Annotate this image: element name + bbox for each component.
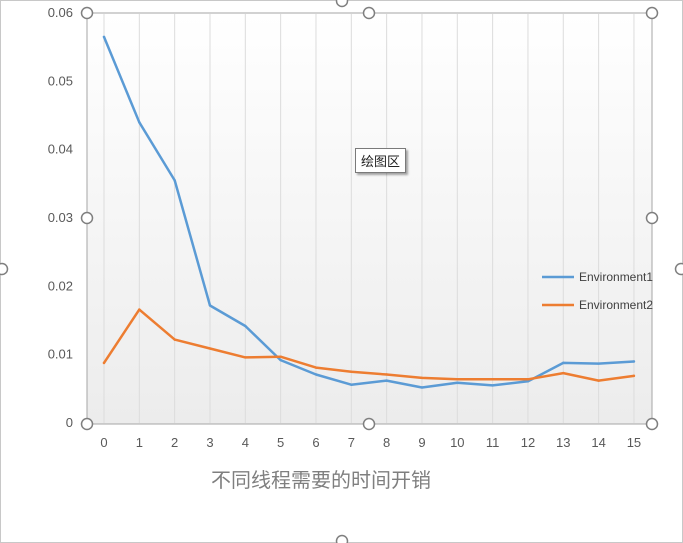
data-point[interactable] [173,179,176,182]
data-point[interactable] [420,376,424,380]
resize-handle[interactable] [0,262,9,276]
x-tick-label: 4 [242,435,249,450]
y-tick-label: 0.04 [48,142,73,157]
x-tick-label: 5 [277,435,284,450]
vertical-gridlines [103,14,635,423]
x-tick-label: 8 [383,435,390,450]
resize-handle[interactable] [674,262,683,276]
resize-handle[interactable] [80,6,94,20]
data-point[interactable] [102,35,106,39]
data-point[interactable] [597,362,600,365]
data-point[interactable] [562,371,565,375]
data-point[interactable] [526,378,530,381]
data-point[interactable] [456,381,459,384]
data-point[interactable] [456,378,459,381]
resize-handle[interactable] [645,211,659,225]
data-point[interactable] [208,347,212,350]
x-tick-label: 13 [556,435,570,450]
x-tick-label: 6 [312,435,319,450]
x-tick-label: 15 [627,435,641,450]
x-tick-label: 1 [136,435,143,450]
data-point[interactable] [279,355,282,358]
resize-handle[interactable] [80,211,94,225]
resize-handle[interactable] [335,0,349,8]
data-point[interactable] [279,358,282,362]
y-tick-label: 0.02 [48,278,73,293]
y-tick-label: 0.06 [48,5,73,20]
data-point[interactable] [350,383,353,386]
series-line-environment2[interactable] [102,308,636,382]
data-point[interactable] [244,356,247,359]
resize-handle[interactable] [362,417,376,431]
x-tick-label: 11 [486,435,500,450]
data-point[interactable] [632,374,636,378]
series-line-environment1[interactable] [102,35,636,389]
data-point[interactable] [350,370,353,373]
series-lines [102,35,636,389]
x-tick-label: 3 [206,435,213,450]
data-point[interactable] [138,308,141,311]
x-tick-label: 0 [100,435,107,450]
y-tick-label: 0.01 [48,347,73,362]
data-point[interactable] [562,361,565,365]
legend[interactable]: Environment1 Environment2 [542,270,653,312]
x-tick-label: 9 [418,435,425,450]
x-tick-label: 10 [450,435,464,450]
x-tick-label: 2 [171,435,178,450]
data-point[interactable] [173,338,176,341]
resize-handle[interactable] [335,534,349,543]
data-point[interactable] [385,373,388,376]
data-point[interactable] [314,373,318,376]
y-tick-label: 0 [66,415,73,430]
data-point[interactable] [491,384,494,387]
data-point[interactable] [314,366,318,369]
y-tick-label: 0.03 [48,210,73,225]
data-point[interactable] [491,378,494,381]
y-tick-label: 0.05 [48,73,73,88]
data-point[interactable] [244,324,247,328]
chart-title[interactable]: 不同线程需要的时间开销 [211,470,431,492]
x-tick-label: 12 [521,435,535,450]
y-axis: 0 0.01 0.02 0.03 0.04 0.05 0.06 [48,5,73,430]
resize-handle[interactable] [362,6,376,20]
legend-label: Environment1 [579,270,653,284]
data-point[interactable] [385,379,388,382]
data-point[interactable] [632,360,636,363]
data-point[interactable] [138,121,141,124]
resize-handle[interactable] [645,6,659,20]
resize-handle[interactable] [80,417,94,431]
data-point[interactable] [526,380,530,383]
resize-handle[interactable] [645,417,659,431]
data-point[interactable] [420,386,424,389]
plot-area-tooltip: 绘图区 [355,148,407,173]
legend-label: Environment2 [579,298,653,312]
x-tick-label: 7 [348,435,355,450]
data-point[interactable] [208,304,212,307]
x-axis: 0 1 2 3 4 5 6 7 8 9 10 11 12 13 14 15 [100,435,641,450]
x-tick-label: 14 [591,435,605,450]
data-point[interactable] [102,361,106,365]
data-point[interactable] [597,379,600,382]
